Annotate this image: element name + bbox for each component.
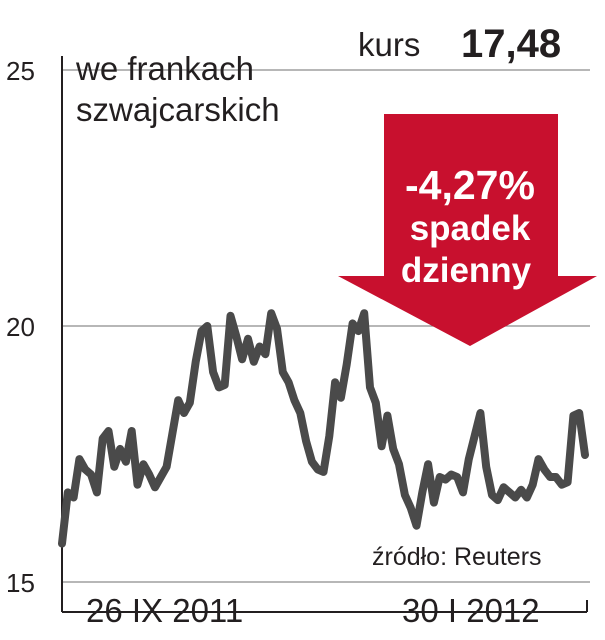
chart-subtitle-line-1: we frankach <box>75 50 254 87</box>
chart-subtitle-line-2: szwajcarskich <box>76 91 280 128</box>
kurs-label: kurs <box>358 26 420 63</box>
down-arrow-icon <box>338 114 597 346</box>
callout-line-1: spadek <box>410 209 531 248</box>
series-line <box>58 309 589 548</box>
callout-line-2: dzienny <box>401 251 532 290</box>
kurs-value: 17,48 <box>461 22 561 66</box>
header-mask <box>348 18 598 68</box>
callout-change: -4,27% <box>405 162 535 208</box>
y-tick-label-15: 15 <box>6 568 35 598</box>
x-label-end: 30 I 2012 <box>402 592 540 629</box>
source-note: źródło: Reuters <box>372 543 542 571</box>
x-label-start: 26 IX 2011 <box>86 592 243 629</box>
y-tick-label-25: 25 <box>6 56 35 86</box>
y-tick-label-20: 20 <box>6 312 35 342</box>
